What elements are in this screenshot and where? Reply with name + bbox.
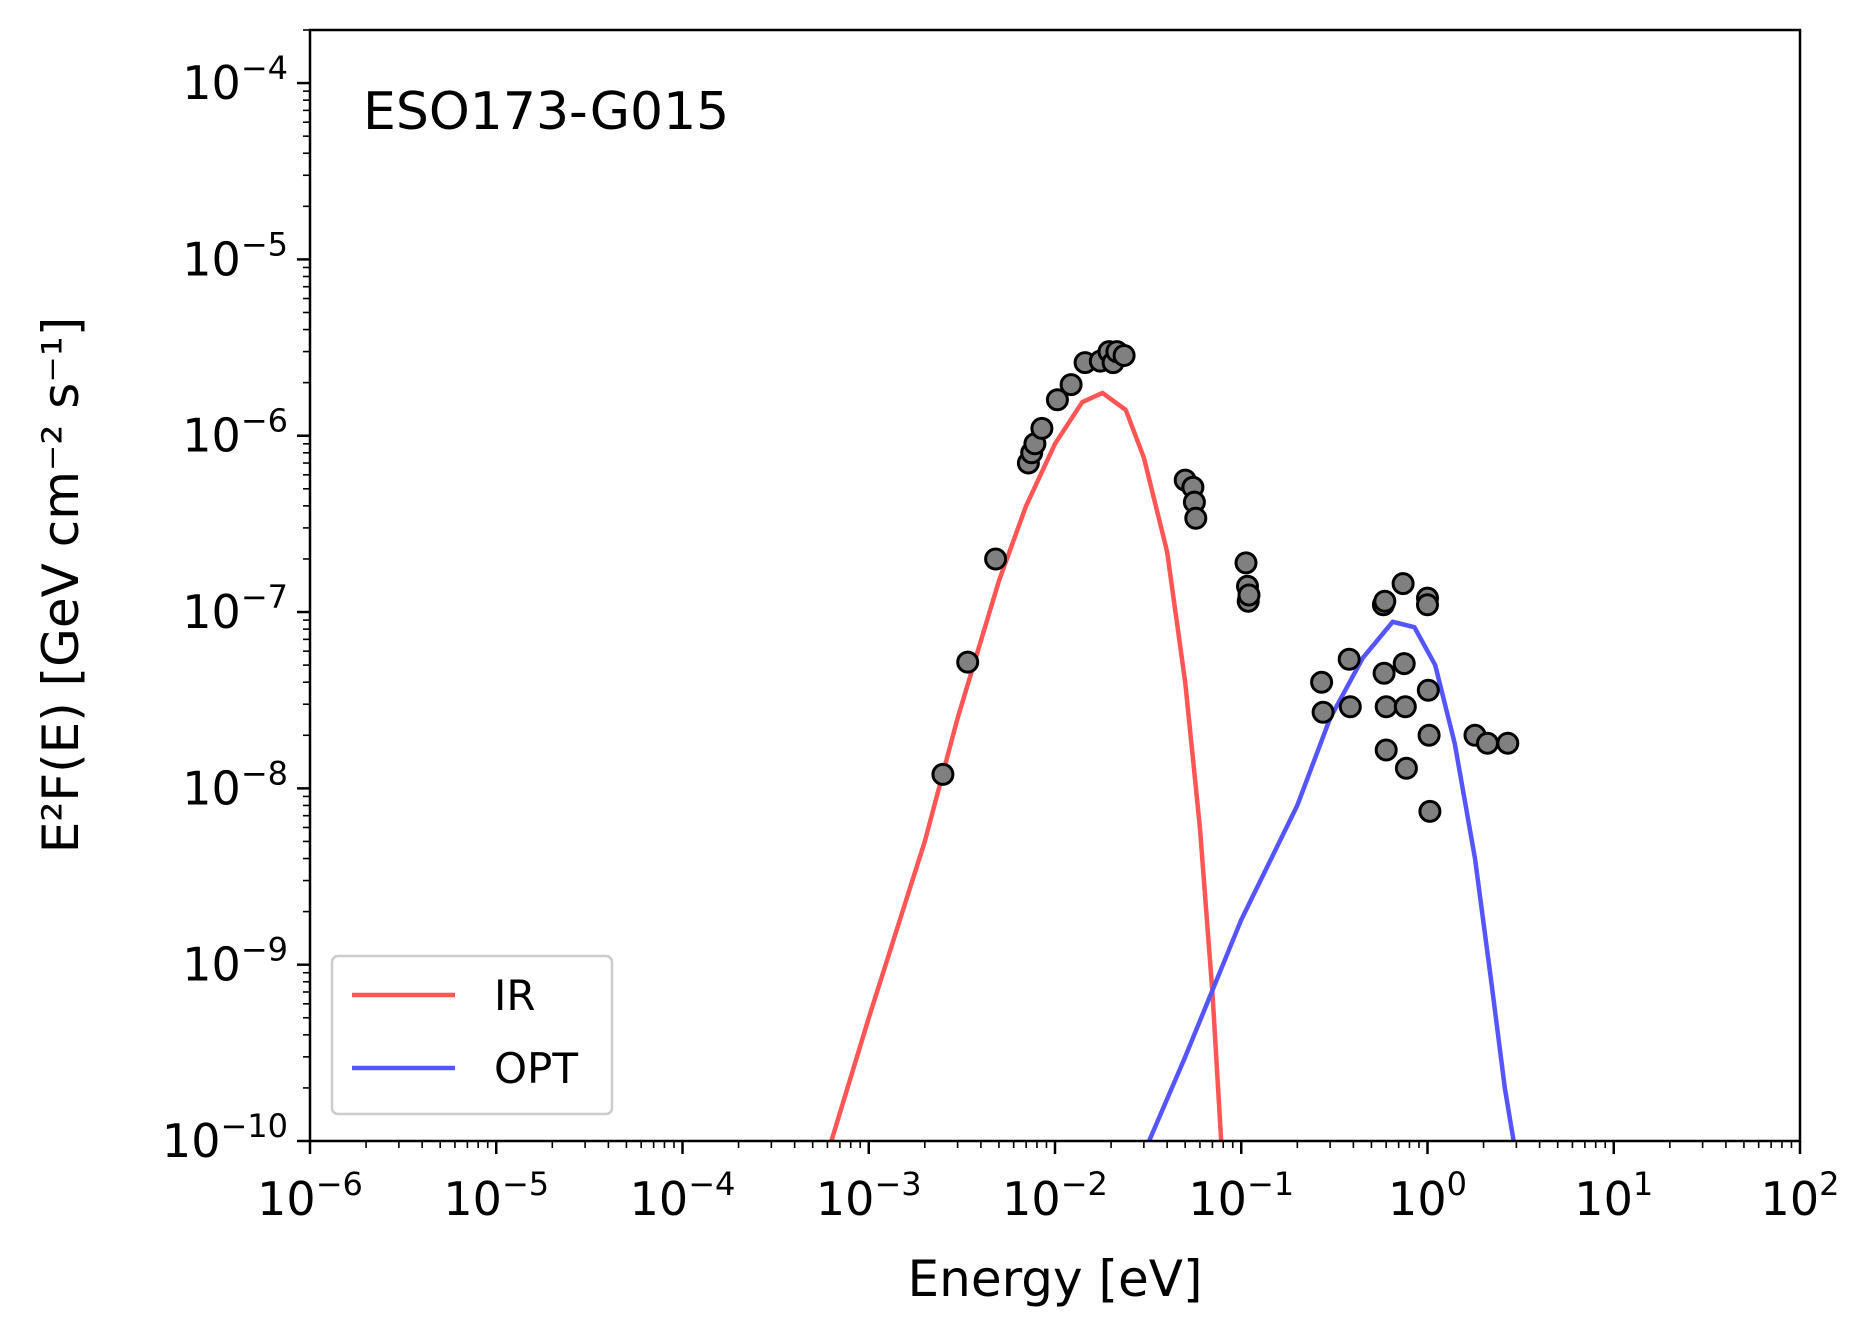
y-tick-label: 10−10	[162, 1107, 288, 1168]
data-point	[1112, 344, 1136, 367]
data-point	[1338, 695, 1362, 719]
data-point	[1311, 700, 1335, 724]
legend-label-ir: IR	[494, 971, 536, 1020]
data-point	[1416, 593, 1439, 617]
x-tick-label: 10−3	[816, 1165, 922, 1226]
data-point	[1030, 416, 1054, 440]
data-point	[1393, 695, 1417, 719]
data-point	[1476, 731, 1499, 755]
data-point	[1184, 506, 1208, 530]
y-tick-label: 10−4	[182, 49, 288, 110]
y-tick-label: 10−6	[182, 402, 288, 463]
data-point	[1416, 678, 1440, 702]
data-points	[931, 340, 1520, 823]
data-point	[956, 650, 980, 674]
data-point	[1237, 583, 1261, 607]
x-tick-label: 10−1	[1188, 1165, 1294, 1226]
x-tick-label: 10−4	[630, 1165, 736, 1226]
data-point	[1391, 572, 1415, 596]
x-tick-label: 100	[1388, 1165, 1467, 1226]
data-point	[1374, 695, 1398, 719]
data-point	[1373, 589, 1397, 613]
data-point	[1418, 799, 1442, 823]
data-point	[1374, 738, 1398, 762]
data-point	[1234, 551, 1258, 575]
data-point	[1372, 661, 1396, 685]
data-point	[1392, 652, 1416, 676]
x-tick-label: 101	[1574, 1165, 1653, 1226]
data-point	[1394, 756, 1418, 780]
y-axis-label: E²F(E) [GeV cm⁻² s⁻¹]	[32, 317, 90, 854]
data-point	[1310, 670, 1334, 694]
y-tick-label: 10−9	[182, 931, 288, 992]
plot-frame	[308, 28, 1802, 1143]
x-tick-label: 10−5	[443, 1165, 549, 1226]
x-axis-ticks: 10−6 10−5 10−4 10−3 10−2 10−1 100 101 102	[257, 1141, 1839, 1226]
legend-label-opt: OPT	[494, 1044, 578, 1093]
data-point	[1045, 388, 1069, 412]
y-tick-label: 10−5	[182, 225, 288, 286]
data-point	[1059, 373, 1083, 397]
source-name-annotation: ESO173-G015	[363, 82, 729, 142]
legend: IR OPT	[330, 954, 614, 1116]
x-tick-label: 10−2	[1002, 1165, 1108, 1226]
curve-opt	[1147, 619, 1516, 1141]
y-tick-label: 10−8	[182, 754, 288, 815]
y-tick-label: 10−7	[182, 578, 288, 639]
x-tick-label: 10−6	[257, 1165, 363, 1226]
data-point	[984, 547, 1008, 571]
data-point	[1337, 647, 1361, 671]
data-point	[1417, 723, 1441, 747]
x-tick-label: 102	[1761, 1165, 1840, 1226]
data-point	[1496, 731, 1520, 755]
x-axis-label: Energy [eV]	[908, 1250, 1203, 1308]
data-point	[931, 762, 955, 786]
